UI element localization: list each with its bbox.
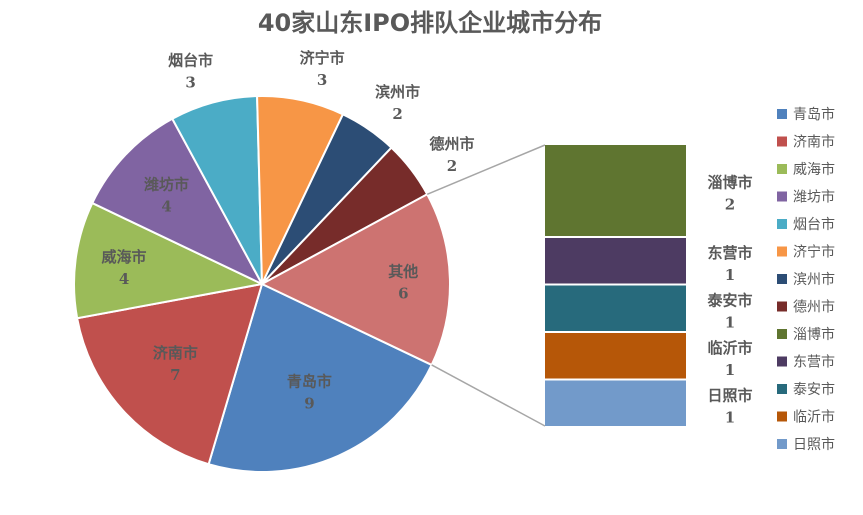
data-labels: 青岛市 9 济南市 7 威海市 4 潍坊市 4 烟台市 3 济宁市 3 滨州市 2 德州市 2 其他 6 淄博市 2 东… [102, 49, 753, 426]
bar-label-value: 2 [725, 196, 735, 214]
connector-lines [426, 144, 546, 427]
slice-label-value: 9 [304, 394, 314, 412]
legend-label: 滨州市 [793, 271, 835, 288]
pie-slice-青岛市 [207, 282, 434, 473]
legend-swatch-潍坊市 [777, 191, 787, 202]
slice-label-value: 3 [185, 74, 195, 92]
bar-segment-淄博市 [545, 145, 686, 236]
legend-label: 临沂市 [793, 409, 835, 426]
legend-swatch-滨州市 [777, 274, 787, 284]
bar-label-name: 淄博市 [707, 174, 752, 192]
legend-swatch-东营市 [777, 356, 787, 367]
legend-swatch-青岛市 [777, 109, 787, 119]
bar-segment-日照市 [545, 380, 686, 426]
bar-label-name: 东营市 [707, 244, 752, 262]
legend-swatch-济南市 [777, 136, 787, 147]
slice-label-name: 烟台市 [168, 52, 213, 70]
legend-swatch-日照市 [777, 439, 787, 449]
bar-label-value: 1 [725, 361, 735, 379]
legend-label: 青岛市 [793, 106, 835, 123]
connector-line-top [426, 144, 546, 195]
slice-label-value: 2 [447, 157, 457, 175]
slice-label-value: 2 [392, 105, 402, 123]
slice-label-name: 济南市 [153, 344, 198, 362]
bar-label-name: 泰安市 [706, 291, 752, 309]
legend-swatch-烟台市 [777, 219, 787, 229]
connector-line-bottom [431, 364, 546, 427]
secondary-bar [545, 145, 686, 426]
legend-label: 济宁市 [793, 244, 835, 261]
slice-label-name: 威海市 [102, 248, 147, 266]
legend-swatch-临沂市 [777, 411, 787, 422]
bar-label-value: 1 [725, 266, 735, 284]
pie-slice-威海市 [73, 201, 266, 320]
legend-swatch-泰安市 [777, 384, 787, 394]
slice-label-name: 其他 [388, 262, 418, 280]
legend-swatch-威海市 [777, 164, 787, 174]
pie-slice-济南市 [75, 282, 264, 466]
bar-label-name: 临沂市 [707, 339, 752, 357]
slice-label-name: 济宁市 [300, 49, 345, 67]
legend-swatch-德州市 [777, 301, 787, 312]
pie-slice-其他 [259, 192, 451, 367]
slice-label-name: 德州市 [429, 135, 474, 153]
legend-label: 德州市 [793, 299, 835, 316]
pie-slice-潍坊市 [90, 117, 265, 287]
legend-label: 威海市 [793, 161, 835, 178]
slice-label-name: 青岛市 [287, 372, 332, 390]
slice-label-name: 滨州市 [375, 83, 420, 101]
bar-label-value: 1 [725, 408, 735, 426]
slice-label-value: 3 [317, 71, 327, 89]
slice-label-value: 6 [398, 284, 408, 302]
bar-label-name: 日照市 [707, 386, 752, 404]
slice-label-name: 潍坊市 [144, 175, 189, 193]
bar-segment-东营市 [545, 238, 686, 284]
legend-label: 泰安市 [793, 381, 835, 398]
legend-label: 济南市 [793, 134, 835, 151]
legend-swatch-济宁市 [777, 246, 787, 257]
slice-label-value: 7 [170, 366, 180, 384]
bar-segment-临沂市 [545, 333, 686, 379]
legend-label: 日照市 [793, 436, 835, 453]
legend-label: 潍坊市 [793, 189, 835, 206]
slice-label-value: 4 [161, 197, 171, 215]
legend-label: 烟台市 [793, 216, 835, 233]
main-pie [73, 95, 451, 473]
legend-swatch-淄博市 [777, 329, 787, 339]
slice-label-value: 4 [119, 270, 129, 288]
bar-segment-泰安市 [545, 285, 686, 331]
bar-label-value: 1 [725, 313, 735, 331]
legend-label: 东营市 [793, 354, 835, 371]
legend-label: 淄博市 [793, 326, 835, 343]
chart-title: 40家山东IPO排队企业城市分布 [258, 9, 602, 37]
